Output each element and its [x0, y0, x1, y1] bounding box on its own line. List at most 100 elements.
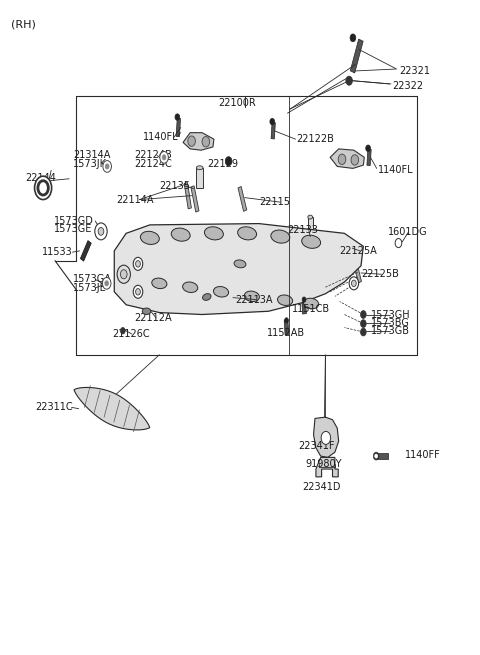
Bar [367, 149, 371, 166]
Polygon shape [313, 417, 339, 457]
Circle shape [346, 76, 352, 85]
Text: 11533: 11533 [42, 247, 72, 257]
Text: 22135: 22135 [159, 181, 191, 191]
Polygon shape [316, 457, 338, 477]
Circle shape [188, 136, 195, 146]
Bar [271, 122, 276, 139]
Text: 22133: 22133 [288, 225, 318, 235]
Bar [308, 217, 312, 236]
Ellipse shape [171, 228, 190, 241]
Bar [191, 186, 199, 212]
Bar [80, 240, 91, 261]
Text: 1573JK: 1573JK [73, 159, 107, 169]
Circle shape [160, 151, 168, 163]
Circle shape [285, 318, 288, 323]
Ellipse shape [204, 227, 223, 240]
Text: 1573GE: 1573GE [54, 225, 92, 234]
Ellipse shape [308, 215, 312, 219]
Circle shape [302, 297, 306, 302]
Bar [218, 294, 229, 301]
Ellipse shape [302, 235, 321, 248]
Circle shape [373, 452, 379, 460]
Text: 22144: 22144 [25, 173, 57, 183]
Circle shape [321, 432, 331, 444]
Ellipse shape [234, 260, 246, 268]
Bar [176, 118, 180, 137]
Circle shape [136, 289, 140, 295]
Text: 1601DG: 1601DG [388, 227, 428, 237]
Bar [238, 187, 247, 212]
Text: 1152AB: 1152AB [266, 328, 305, 338]
Bar [354, 263, 361, 283]
Circle shape [349, 277, 359, 290]
Text: 22113A: 22113A [235, 295, 273, 305]
Circle shape [98, 227, 104, 235]
Text: 1573GD: 1573GD [54, 216, 94, 226]
Circle shape [360, 310, 366, 318]
Ellipse shape [277, 295, 293, 305]
Text: 22115: 22115 [259, 197, 290, 207]
Text: 91980Y: 91980Y [305, 459, 342, 469]
Ellipse shape [271, 230, 290, 243]
Bar [377, 453, 388, 458]
Circle shape [202, 136, 210, 147]
Text: 22311C: 22311C [35, 402, 72, 413]
Circle shape [395, 238, 402, 248]
Ellipse shape [214, 286, 228, 297]
Circle shape [360, 328, 366, 336]
Text: 1151CB: 1151CB [292, 305, 330, 314]
Text: 22114A: 22114A [117, 195, 154, 204]
Circle shape [35, 176, 52, 200]
Ellipse shape [238, 227, 257, 240]
Circle shape [120, 328, 125, 334]
Ellipse shape [152, 278, 167, 289]
Bar [196, 168, 203, 188]
Bar [350, 39, 363, 73]
Circle shape [105, 164, 109, 169]
Circle shape [38, 181, 48, 195]
Circle shape [162, 155, 166, 160]
Text: 22124C: 22124C [135, 159, 172, 169]
Text: 1140FL: 1140FL [143, 132, 179, 142]
Polygon shape [183, 133, 214, 150]
Circle shape [133, 257, 143, 271]
Text: 21314A: 21314A [73, 151, 110, 160]
Circle shape [350, 34, 356, 42]
Circle shape [136, 261, 140, 267]
Polygon shape [74, 388, 150, 430]
Circle shape [175, 114, 180, 121]
Text: 22112A: 22112A [135, 312, 172, 323]
Text: (RH): (RH) [12, 20, 36, 30]
Text: 22122B: 22122B [296, 134, 334, 144]
Circle shape [338, 154, 346, 164]
Circle shape [103, 160, 111, 172]
Text: 22129: 22129 [207, 159, 238, 169]
Text: 21126C: 21126C [112, 329, 150, 339]
Circle shape [95, 223, 107, 240]
Circle shape [133, 286, 143, 298]
Text: 22321: 22321 [399, 66, 430, 76]
Text: 22100R: 22100R [219, 98, 256, 109]
Text: 22322: 22322 [392, 81, 423, 91]
Text: 1573GB: 1573GB [371, 326, 409, 337]
Polygon shape [114, 223, 363, 314]
Circle shape [102, 278, 111, 290]
Text: 1573GH: 1573GH [371, 310, 410, 320]
Circle shape [351, 280, 356, 287]
Ellipse shape [196, 166, 203, 170]
Circle shape [105, 281, 108, 286]
Circle shape [225, 157, 232, 166]
Text: 22341F: 22341F [298, 441, 335, 451]
Ellipse shape [140, 231, 159, 244]
Bar [302, 299, 306, 314]
Text: 1140FL: 1140FL [378, 165, 413, 176]
Ellipse shape [142, 308, 151, 314]
Text: 22341D: 22341D [302, 481, 341, 492]
Circle shape [120, 270, 127, 279]
Ellipse shape [303, 298, 319, 309]
Text: 22125A: 22125A [340, 246, 377, 256]
Text: 1573JE: 1573JE [73, 283, 107, 293]
Text: 1573GA: 1573GA [73, 274, 112, 284]
Ellipse shape [244, 291, 259, 301]
Ellipse shape [182, 282, 198, 293]
